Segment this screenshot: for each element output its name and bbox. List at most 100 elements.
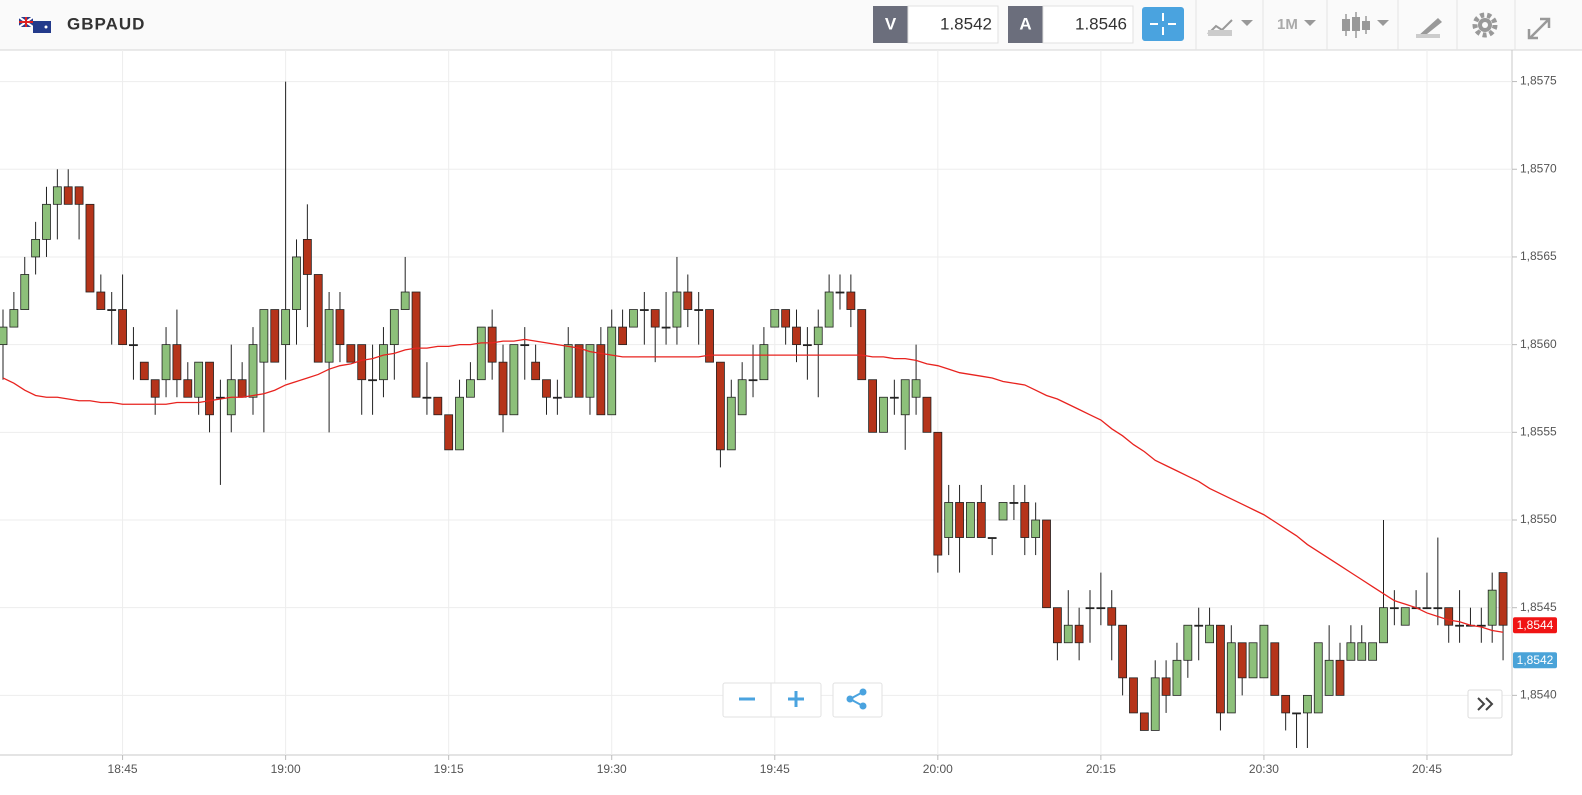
candle-body	[42, 203, 51, 240]
candle-body	[1096, 607, 1106, 610]
y-tick-label: 1,8560	[1520, 337, 1557, 351]
candle-body	[237, 379, 247, 398]
candle-body	[1139, 712, 1149, 731]
candle-body	[944, 502, 954, 538]
x-tick-label: 19:00	[271, 762, 301, 776]
buy-price: 1.8546	[1075, 14, 1127, 33]
candle-body	[400, 291, 410, 310]
candle-body	[1074, 624, 1084, 644]
candle-body	[150, 379, 160, 398]
share-button[interactable]	[832, 682, 883, 718]
candle-body	[531, 361, 541, 381]
x-tick-label: 19:45	[760, 762, 790, 776]
candle-body	[868, 379, 877, 433]
candle-body	[900, 379, 910, 416]
candle-body	[1107, 607, 1117, 626]
scroll-end-icon	[1477, 697, 1494, 711]
x-tick-label: 20:00	[923, 762, 953, 776]
candle-body	[552, 396, 562, 399]
candle-body	[1379, 607, 1388, 644]
candle-body	[955, 502, 964, 538]
candle-body	[455, 396, 464, 451]
price-tag	[1513, 652, 1557, 669]
candle-body	[574, 344, 584, 398]
fullscreen-button[interactable]	[1527, 17, 1551, 40]
candle-body	[1194, 624, 1204, 627]
settings-button[interactable]	[1472, 12, 1498, 38]
x-tick-label: 18:45	[108, 762, 138, 776]
candle-body	[694, 309, 704, 311]
candle-body	[563, 344, 573, 398]
candle-body	[1248, 642, 1258, 679]
sell-price: 1.8542	[940, 14, 992, 33]
candle-body	[1400, 607, 1410, 626]
sell-button[interactable]	[873, 6, 908, 43]
candle-body	[270, 309, 280, 363]
candle-body	[748, 379, 758, 382]
candle-body	[857, 309, 867, 381]
candle-body	[1085, 607, 1095, 610]
candle-body	[585, 344, 595, 398]
candle-body	[161, 344, 171, 381]
candle-body	[302, 239, 312, 275]
candle-body	[444, 414, 454, 451]
candle-body	[433, 396, 443, 416]
candle-body	[1237, 642, 1247, 679]
candle-body	[607, 326, 617, 416]
candle-body	[705, 309, 714, 363]
candle-body	[596, 344, 606, 416]
candle-body	[639, 309, 649, 311]
x-tick-label: 20:15	[1086, 762, 1116, 776]
candle-body	[1216, 624, 1225, 714]
candle-body	[976, 502, 986, 538]
candle-body	[1303, 694, 1312, 714]
drawing-button[interactable]	[1416, 18, 1442, 38]
candle-body	[846, 291, 856, 310]
candle-body	[85, 203, 95, 293]
indicator-button[interactable]	[1207, 19, 1253, 36]
crosshair-icon	[1150, 13, 1176, 35]
candle-body	[1292, 712, 1301, 715]
candle-body	[118, 309, 127, 346]
y-tick-label: 1,8570	[1520, 161, 1557, 175]
buy-button[interactable]	[1008, 6, 1043, 43]
chart-type-button[interactable]	[1342, 12, 1389, 38]
candle-body	[520, 344, 530, 347]
candle-body	[737, 379, 747, 416]
candle-body	[987, 537, 997, 539]
timeframe[interactable]: 1M	[1277, 16, 1298, 33]
candle-body	[259, 309, 269, 363]
share-icon	[846, 688, 867, 710]
candle-body	[1205, 624, 1214, 644]
candle-body	[1052, 607, 1062, 644]
crosshair-button[interactable]	[1142, 7, 1184, 41]
candle-body	[1444, 607, 1454, 626]
symbol: GBPAUD	[67, 14, 145, 33]
zoom-in-button[interactable]	[788, 691, 804, 707]
candle-body	[1020, 502, 1030, 538]
candle-body	[726, 396, 736, 451]
candle-body	[759, 344, 769, 381]
candle-body	[368, 379, 377, 382]
candle-body	[1389, 607, 1399, 610]
candle-body	[1281, 694, 1291, 714]
candle-body	[1357, 642, 1367, 661]
candle-body	[1063, 624, 1073, 644]
candle-body	[357, 344, 367, 381]
candle-body	[313, 274, 323, 363]
candle-body	[0, 326, 8, 346]
candle-body	[542, 379, 551, 398]
zoom-group	[722, 682, 822, 718]
candle-body	[292, 256, 301, 310]
candle-body	[1335, 659, 1345, 696]
candle-body	[1129, 677, 1138, 714]
candle-body	[1455, 624, 1464, 627]
candle-body	[422, 396, 432, 399]
candle-body	[205, 361, 214, 416]
candle-body	[379, 344, 388, 381]
candle-body	[96, 291, 106, 310]
candle-body	[889, 396, 899, 399]
candle-body	[672, 291, 682, 328]
candle-body	[1009, 502, 1019, 504]
price-tag-label: 1,8544	[1517, 618, 1554, 632]
